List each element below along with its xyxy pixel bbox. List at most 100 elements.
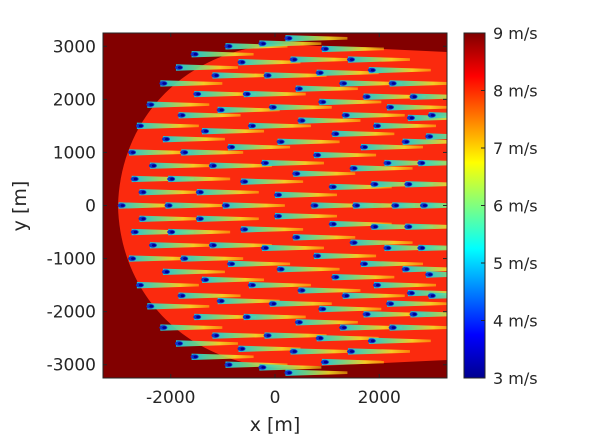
turbine-wake [340,80,403,87]
turbine-core [138,124,143,128]
turbine-core [133,177,138,181]
turbine-core [370,339,375,343]
turbine-core [420,246,425,250]
turbine-wake [196,189,259,196]
turbine-wake [350,165,413,172]
turbine-wake [350,239,413,246]
turbine-wake [321,45,384,53]
turbine-wake [319,305,382,313]
turbine-wake [418,244,447,252]
turbine-core [170,177,175,181]
turbine-wake [160,80,223,87]
turbine-core [151,164,156,167]
turbine-wake [241,178,304,185]
turbine-core [287,37,292,40]
turbine-wake [261,159,324,167]
turbine-core [219,299,224,303]
turbine-core [141,190,146,194]
turbine-core [292,58,297,61]
turbine-core [370,68,375,72]
turbine-core [149,103,154,106]
turbine-wake [293,170,356,177]
turbine-core [261,366,266,369]
turbine-core [193,355,198,359]
turbine-core [279,267,284,271]
turbine-wakes [118,35,447,376]
turbine-core [240,60,245,64]
turbine-core [149,305,154,308]
turbine-core [131,257,136,260]
turbine-core [271,106,276,109]
turbine-wake [295,319,358,326]
turbine-wake [347,348,410,355]
turbine-core [230,262,235,266]
turbine-core [352,241,357,244]
turbine-wake [368,337,431,345]
turbine-core [266,74,271,77]
turbine-wake [264,72,327,79]
turbine-core [334,132,339,136]
turbine-core [243,228,248,231]
turbine-core [342,82,347,85]
turbine-wake [410,93,447,100]
turbine-core [428,135,433,138]
turbine-core [266,334,271,337]
turbine-wake [217,106,280,114]
colorbar-tick-label: 8 m/s [493,82,538,101]
turbine-wake [209,162,272,169]
turbine-wake [217,297,280,305]
turbine-wake [136,122,199,130]
turbine-core [300,119,305,122]
turbine-wake [139,189,202,196]
turbine-core [373,225,378,229]
turbine-wake [168,228,231,236]
turbine-wake [165,202,228,209]
turbine-wake [361,260,423,268]
turbine-core [376,124,381,128]
turbine-core [277,193,281,197]
x-axis: -2000 0 2000 [146,33,401,408]
turbine-core [214,334,219,337]
turbine-wake [314,252,377,260]
turbine-core [214,74,219,77]
turbine-core [250,283,255,287]
turbine-core [183,257,188,260]
turbine-wake [191,353,254,360]
turbine-wake [259,40,322,47]
y-tick-label: 2000 [53,90,96,110]
turbine-core [365,313,370,316]
turbine-core [386,246,391,250]
turbine-core [363,145,367,149]
turbine-wake [194,313,257,321]
turbine-core [196,92,201,96]
turbine-core [204,129,209,133]
turbine-core [420,161,425,165]
turbine-core [271,302,276,305]
turbine-core [342,326,347,329]
turbine-core [321,307,326,311]
turbine-core [300,289,305,292]
turbine-core [313,204,318,207]
turbine-core [227,44,232,48]
y-tick-label: -3000 [47,356,96,376]
turbine-wake [147,303,210,310]
turbine-wake [405,223,447,230]
colorbar-ticks: 9 m/s 8 m/s 7 m/s 6 m/s 5 m/s 4 m/s 3 m/s [481,24,538,388]
turbine-core [349,58,354,61]
y-tick-label: 3000 [53,37,96,57]
turbine-core [277,214,281,218]
turbine-wake [298,287,361,294]
turbine-core [250,124,255,128]
turbine-wake [374,122,437,130]
turbine-wake [178,112,241,119]
turbine-wake [285,369,348,376]
colorbar: 9 m/s 8 m/s 7 m/s 6 m/s 5 m/s 4 m/s 3 m/s [463,24,538,388]
turbine-wake [175,340,238,347]
turbine-core [404,267,409,271]
turbine-core [391,82,396,85]
turbine-core [292,350,297,353]
turbine-core [240,347,245,351]
turbine-core [295,236,300,239]
turbine-wake [319,98,382,106]
colorbar-tick-label: 3 m/s [493,369,538,388]
